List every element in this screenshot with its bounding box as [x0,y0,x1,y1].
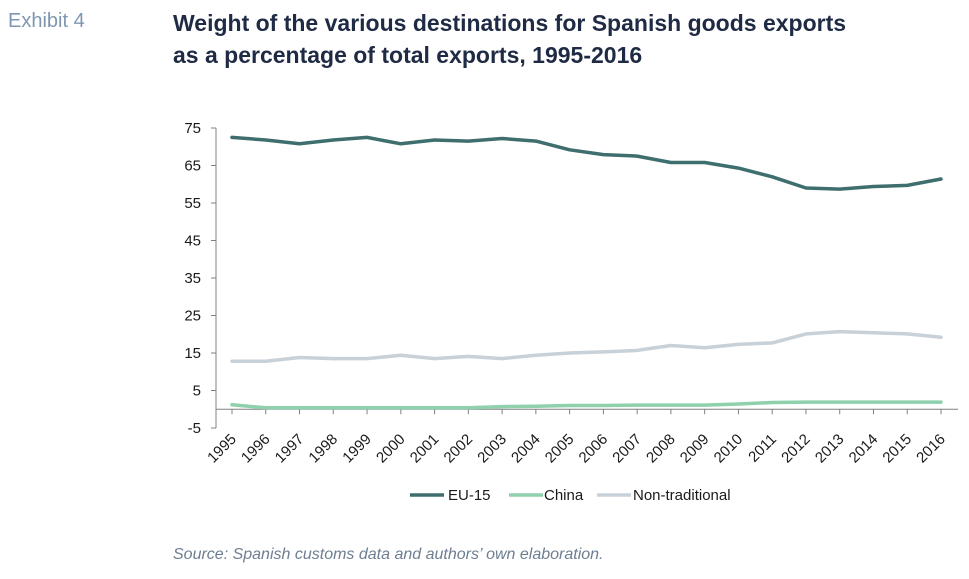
x-tick-label: 1999 [339,431,375,467]
x-tick-label: 2007 [609,431,645,467]
x-tick-label: 2015 [879,431,915,467]
x-tick-label: 2008 [643,431,679,467]
x-tick-label: 2011 [745,431,780,466]
x-tick-label: 1996 [238,431,274,467]
chart-title-line-2: as a percentage of total exports, 1995-2… [173,42,643,68]
chart-title: Weight of the various destinations for S… [173,7,963,71]
y-tick-label: 15 [184,345,201,362]
x-tick-label: 2004 [508,431,544,467]
series-line-non-traditional [230,329,943,364]
series-line-china [230,400,943,410]
x-tick-label: 2016 [913,431,949,467]
legend-label-non-traditional: Non-traditional [633,487,731,504]
x-tick-label: 2009 [677,431,713,467]
x-tick-label: 2005 [542,431,578,467]
chart-series [230,135,943,410]
x-tick-label: 1995 [204,431,240,467]
chart-legend: EU-15 China Non-traditional [410,487,731,504]
x-tick-label: 2013 [812,431,848,467]
x-tick-label: 2006 [576,431,612,467]
series-line-eu-15 [230,135,943,191]
y-tick-label: 55 [184,195,201,212]
legend-label-eu-15: EU-15 [448,487,491,504]
y-axis-ticks: 75 65 55 45 35 25 15 5 -5 [184,120,216,437]
x-tick-label: 2001 [407,431,443,467]
y-tick-label: 75 [184,120,201,137]
x-tick-label: 2000 [373,431,409,467]
y-tick-label: 5 [193,383,201,400]
x-axis-ticks: 1995199619971998199920002001200220032004… [204,409,949,466]
y-tick-label: 65 [184,158,201,175]
chart-axes [215,128,958,428]
x-tick-label: 2014 [846,431,882,467]
exhibit-label: Exhibit 4 [8,10,85,32]
x-tick-label: 1998 [305,431,341,467]
chart-title-line-1: Weight of the various destinations for S… [173,10,847,36]
x-tick-label: 1997 [272,431,308,467]
legend-label-china: China [544,487,584,504]
x-tick-label: 2010 [711,431,747,467]
y-tick-label: -5 [188,420,201,437]
y-tick-label: 25 [184,308,201,325]
x-tick-label: 2012 [778,431,814,467]
x-tick-label: 2002 [441,431,477,467]
source-note: Source: Spanish customs data and authors… [173,546,604,563]
y-tick-label: 45 [184,233,201,250]
x-tick-label: 2003 [474,431,510,467]
y-tick-label: 35 [184,270,201,287]
